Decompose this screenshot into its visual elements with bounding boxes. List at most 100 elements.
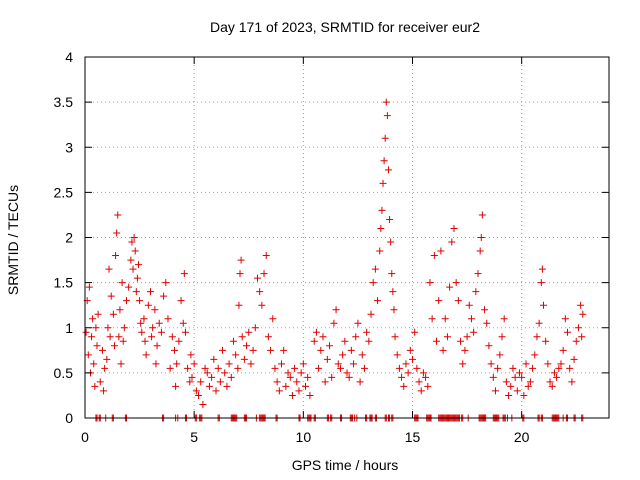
data-point (334, 360, 342, 368)
data-point (256, 288, 264, 296)
x-tick-label: 10 (296, 429, 312, 445)
data-point (356, 378, 364, 386)
data-point (137, 319, 145, 327)
data-point (127, 256, 135, 264)
data-point (229, 337, 237, 345)
data-point (192, 387, 200, 395)
x-tick-label: 5 (190, 429, 198, 445)
data-point (378, 206, 386, 214)
data-point (153, 342, 161, 350)
data-point (188, 373, 196, 381)
data-point (358, 351, 366, 359)
data-point (505, 391, 513, 399)
data-point (369, 279, 377, 287)
data-point (262, 252, 270, 260)
data-point (155, 319, 163, 327)
data-point (132, 288, 140, 296)
data-point (130, 234, 138, 241)
data-point (227, 373, 235, 381)
data-point (284, 369, 292, 377)
data-point (395, 364, 403, 372)
data-point (459, 360, 467, 368)
data-point (422, 373, 430, 381)
data-point (141, 337, 149, 345)
data-point (100, 387, 108, 395)
data-point (122, 297, 130, 305)
data-point (275, 387, 283, 395)
data-point (197, 378, 205, 386)
data-point (253, 274, 261, 282)
data-point (104, 324, 112, 332)
data-point (149, 324, 157, 332)
data-point (203, 369, 211, 377)
data-point (461, 346, 469, 354)
data-point (144, 301, 152, 309)
data-point (578, 333, 586, 341)
data-point (120, 324, 128, 332)
data-point (105, 265, 113, 273)
data-point (474, 270, 482, 278)
data-point (402, 360, 410, 368)
data-point (85, 283, 93, 291)
data-point (295, 387, 303, 395)
data-point (173, 360, 181, 368)
data-point (92, 324, 100, 332)
data-point (415, 378, 423, 386)
data-point (119, 337, 127, 345)
y-tick-label: 3.5 (54, 94, 74, 110)
data-point (129, 265, 137, 273)
data-point (114, 211, 122, 219)
data-point (513, 387, 521, 395)
data-point (553, 373, 561, 381)
data-point (491, 387, 499, 395)
data-point (345, 373, 353, 381)
data-point (106, 333, 114, 341)
data-point (223, 382, 231, 390)
data-point (566, 364, 574, 372)
data-point (315, 364, 323, 372)
data-point (138, 328, 146, 336)
data-point (555, 364, 563, 372)
data-point (291, 364, 299, 372)
data-point (341, 337, 349, 345)
data-point (166, 364, 174, 372)
data-point (160, 292, 168, 300)
data-point (131, 247, 139, 255)
data-point (457, 337, 465, 345)
data-point (417, 387, 425, 395)
data-point (269, 315, 277, 323)
data-point (391, 333, 399, 341)
data-point (134, 261, 142, 269)
data-point (310, 337, 318, 345)
data-point (371, 265, 379, 273)
data-point (454, 297, 462, 305)
data-point (177, 297, 185, 305)
data-point (387, 238, 395, 246)
data-point (251, 324, 259, 332)
data-point (577, 301, 585, 309)
data-point (117, 360, 125, 368)
data-point (367, 310, 375, 318)
data-point (249, 346, 257, 354)
data-point (258, 301, 266, 309)
data-point (382, 98, 390, 106)
data-point (426, 279, 434, 287)
data-point (467, 315, 475, 323)
data-point (564, 328, 572, 336)
data-point (476, 247, 484, 255)
data-point (219, 346, 227, 354)
data-point (237, 256, 245, 264)
data-point (363, 328, 371, 336)
data-point (90, 360, 98, 368)
data-point (236, 270, 244, 278)
data-point (179, 319, 187, 327)
data-point (542, 337, 550, 345)
data-point (151, 306, 159, 314)
grid (85, 57, 609, 418)
data-point (115, 333, 123, 341)
data-point (430, 252, 438, 260)
data-point (472, 288, 480, 296)
data-point (380, 157, 388, 165)
data-point (531, 351, 539, 359)
